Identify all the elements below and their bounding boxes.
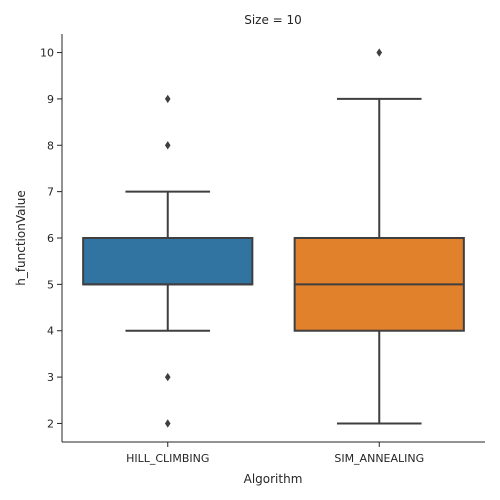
y-tick-label: 3 <box>47 371 54 384</box>
y-tick-label: 9 <box>47 93 54 106</box>
y-tick-label: 5 <box>47 278 54 291</box>
chart-title: Size = 10 <box>244 13 302 27</box>
y-tick-label: 8 <box>47 139 54 152</box>
y-tick-label: 6 <box>47 232 54 245</box>
x-tick-label: SIM_ANNEALING <box>334 452 424 465</box>
y-ticks: 2 3 4 5 6 7 8 9 10 <box>40 47 62 430</box>
boxes-layer <box>82 48 465 428</box>
y-axis-label: h_functionValue <box>14 190 28 286</box>
y-tick-label: 2 <box>47 417 54 430</box>
y-tick-label: 4 <box>47 325 54 338</box>
box-iqr <box>82 237 254 286</box>
x-tick-label: HILL_CLIMBING <box>126 452 209 465</box>
y-tick-label: 10 <box>40 47 54 60</box>
outlier-point <box>376 48 383 57</box>
y-tick-label: 7 <box>47 186 54 199</box>
outlier-point <box>164 94 171 104</box>
outlier-point <box>164 372 171 382</box>
x-ticks: HILL_CLIMBING SIM_ANNEALING <box>126 442 424 465</box>
x-axis-label: Algorithm <box>244 472 303 486</box>
outlier-point <box>164 141 171 150</box>
outlier-point <box>164 419 171 428</box>
